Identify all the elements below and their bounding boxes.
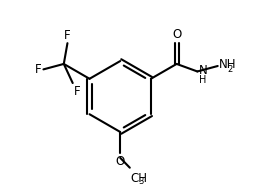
Text: F: F: [35, 63, 42, 76]
Text: F: F: [74, 85, 80, 97]
Text: F: F: [64, 29, 71, 42]
Text: CH: CH: [131, 172, 148, 185]
Text: H: H: [199, 75, 206, 85]
Text: 2: 2: [227, 65, 232, 74]
Text: 3: 3: [138, 177, 144, 186]
Text: NH: NH: [219, 58, 236, 71]
Text: O: O: [115, 155, 125, 168]
Text: N: N: [199, 64, 208, 77]
Text: O: O: [172, 28, 181, 41]
